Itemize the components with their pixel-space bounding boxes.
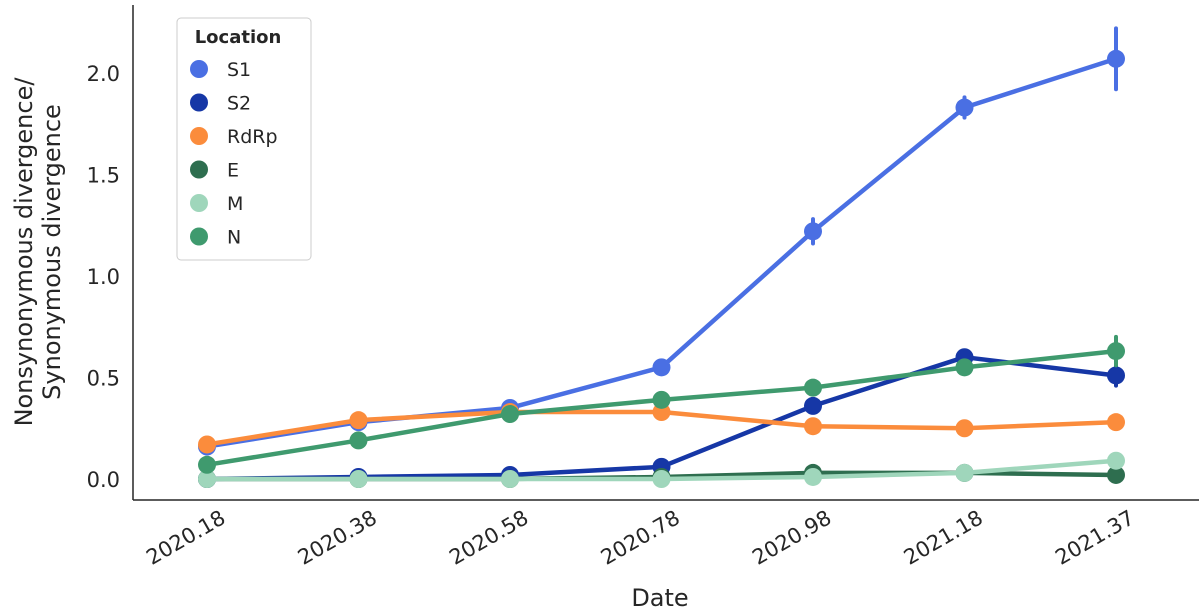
data-point [198, 470, 216, 488]
data-point [1107, 465, 1125, 484]
y-tick-label: 2.0 [87, 62, 120, 86]
series-m [198, 451, 1125, 488]
data-point [501, 470, 519, 488]
data-point [804, 467, 822, 486]
x-tick-label: 2021.18 [900, 506, 987, 570]
legend-label: S1 [227, 59, 251, 81]
data-point [1107, 451, 1125, 470]
data-point [198, 435, 216, 454]
legend-marker [190, 60, 208, 78]
x-tick-label: 2020.98 [748, 506, 835, 570]
legend-marker [190, 127, 208, 145]
y-tick-labels: 0.0 0.5 1.0 1.5 2.0 [87, 62, 120, 492]
x-axis-label: Date [631, 584, 688, 612]
data-point [349, 431, 368, 450]
legend-label: RdRp [227, 126, 278, 148]
legend-title: Location [195, 27, 282, 48]
data-point [1107, 342, 1125, 361]
data-point [1107, 413, 1125, 432]
legend: Location S1 S2 RdRp EMN [176, 17, 312, 261]
data-point [1107, 366, 1125, 385]
data-point [1107, 49, 1125, 68]
legend-label: E [227, 160, 239, 182]
x-tick-labels: 2020.18 2020.38 2020.58 2020.78 2020.98 2021.… [142, 506, 1138, 570]
axes [132, 5, 1199, 501]
legend-label: M [227, 193, 243, 215]
data-point [652, 470, 671, 488]
legend-marker [190, 194, 208, 212]
data-point [349, 470, 368, 488]
legend-label: N [227, 227, 241, 249]
x-tick-label: 2020.18 [142, 506, 229, 570]
data-point [955, 419, 974, 438]
data-point [804, 222, 822, 241]
y-axis-label-line-1: Nonsynonymous divergence/ [10, 77, 38, 427]
x-tick-label: 2021.37 [1051, 506, 1138, 570]
y-tick-label: 1.0 [87, 265, 120, 289]
legend-items: S1 S2 RdRp EMN [190, 59, 278, 249]
data-point [955, 463, 974, 482]
y-tick-label: 1.5 [87, 164, 120, 188]
data-point [804, 378, 822, 397]
data-point [955, 358, 974, 377]
legend-marker [190, 160, 208, 179]
y-tick-label: 0.0 [87, 468, 120, 492]
series-line [204, 56, 1119, 449]
data-point [198, 455, 216, 474]
series-n [198, 334, 1125, 474]
data-point [804, 417, 822, 436]
y-axis-label-line-2: Synonymous divergence [38, 104, 66, 400]
data-point [501, 405, 519, 424]
data-point [955, 98, 974, 117]
data-point [652, 390, 671, 409]
legend-label: S2 [227, 93, 251, 115]
data-point [804, 396, 822, 415]
x-tick-label: 2020.58 [445, 506, 532, 570]
legend-marker [190, 227, 208, 246]
legend-frame [176, 17, 312, 261]
y-tick-label: 0.5 [87, 367, 120, 391]
data-point [652, 358, 671, 377]
x-tick-label: 2020.78 [597, 506, 684, 570]
x-tick-label: 2020.38 [294, 506, 381, 570]
series [198, 26, 1125, 488]
data-point [349, 411, 368, 430]
legend-marker [190, 93, 208, 112]
